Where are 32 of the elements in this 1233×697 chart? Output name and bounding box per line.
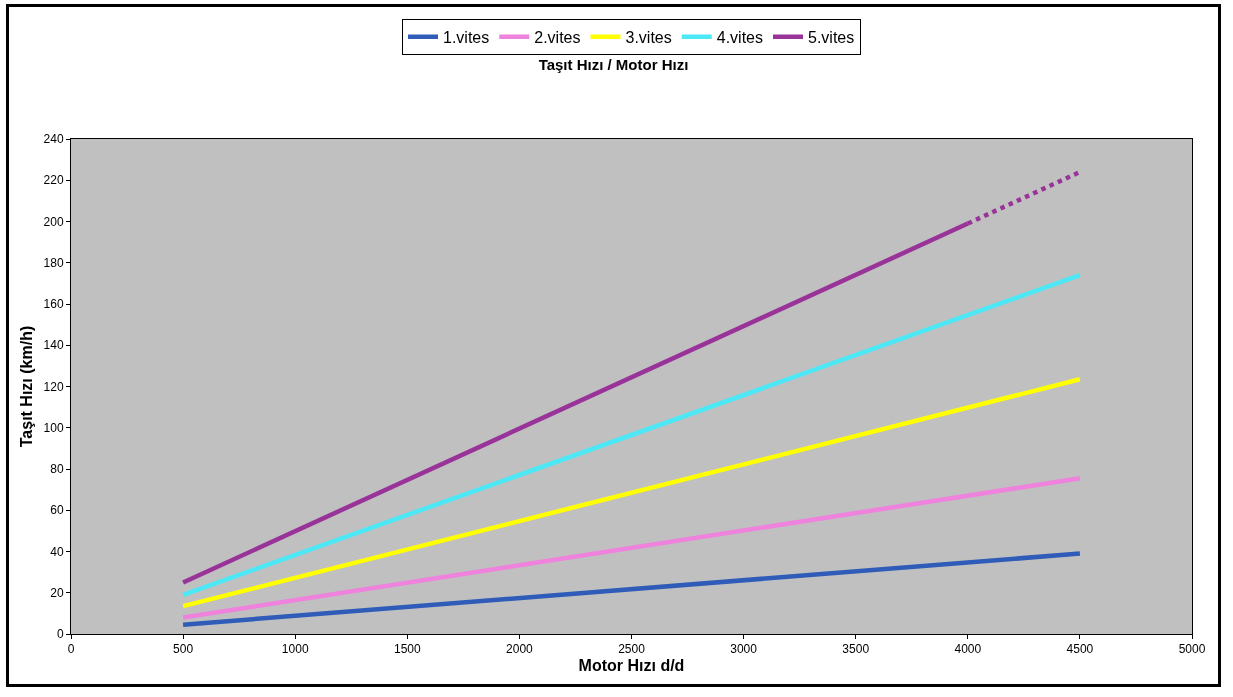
- y-tick-label: 60: [50, 503, 64, 518]
- x-tick-label: 1500: [393, 642, 421, 657]
- y-tick-label: 180: [43, 255, 64, 270]
- chart-title: Taşıt Hızı / Motor Hızı: [538, 55, 689, 73]
- y-tick-label: 240: [43, 132, 64, 147]
- x-tick-label: 2500: [618, 642, 646, 657]
- legend-label: 2.vites: [534, 28, 581, 46]
- y-tick-label: 160: [43, 297, 64, 312]
- y-tick-label: 120: [43, 379, 64, 394]
- x-tick-label: 5000: [1178, 642, 1206, 657]
- y-tick-label: 40: [50, 544, 64, 559]
- x-tick-label: 500: [173, 642, 194, 657]
- y-tick-label: 220: [43, 173, 64, 188]
- x-axis-title: Motor Hızı d/d: [578, 657, 685, 675]
- y-tick-label: 20: [50, 585, 64, 600]
- legend-label: 5.vites: [808, 28, 855, 46]
- x-tick-label: 3500: [842, 642, 870, 657]
- y-tick-label: 200: [43, 214, 64, 229]
- x-tick-label: 3000: [730, 642, 758, 657]
- y-tick-label: 140: [43, 338, 64, 353]
- x-tick-label: 4000: [954, 642, 982, 657]
- y-tick-label: 80: [50, 462, 64, 477]
- x-tick-label: 2000: [506, 642, 534, 657]
- legend-label: 1.vites: [443, 28, 490, 46]
- legend-label: 3.vites: [625, 28, 672, 46]
- y-axis-title: Taşıt Hızı (km/h): [18, 325, 36, 448]
- x-tick-label: 0: [67, 642, 75, 657]
- x-tick-label: 1000: [281, 642, 309, 657]
- x-tick-label: 4500: [1066, 642, 1094, 657]
- y-tick-label: 100: [43, 420, 64, 435]
- y-tick-label: 0: [56, 627, 64, 642]
- legend-label: 4.vites: [716, 28, 763, 46]
